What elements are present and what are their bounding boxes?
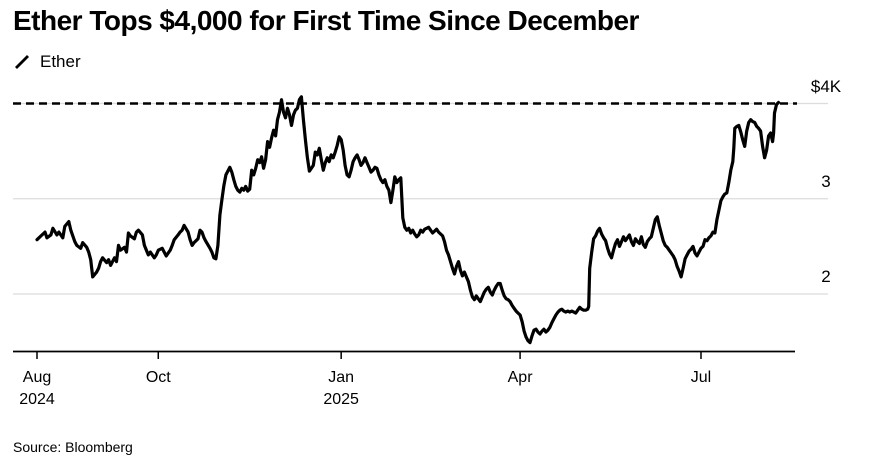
y-axis-label: 2 — [821, 267, 831, 286]
legend: Ether — [14, 52, 81, 72]
x-axis-label: Apr — [507, 369, 533, 386]
x-axis-label: Aug — [22, 369, 52, 386]
slash-icon — [14, 53, 31, 71]
price-line-ether — [35, 95, 781, 345]
x-axis-label: Oct — [145, 369, 171, 386]
x-axis-year-label: 2024 — [19, 391, 55, 408]
y-axis-label: $4K — [810, 76, 842, 96]
x-axis-label: Jul — [690, 369, 712, 386]
legend-series-label: Ether — [40, 52, 81, 71]
x-axis-label: Jan — [328, 369, 355, 386]
x-axis-year-label: 2025 — [323, 391, 359, 408]
y-axis-label: 3 — [821, 171, 831, 191]
chart-title: Ether Tops $4,000 for First Time Since D… — [13, 5, 639, 36]
source-attribution: Source: Bloomberg — [13, 439, 133, 455]
